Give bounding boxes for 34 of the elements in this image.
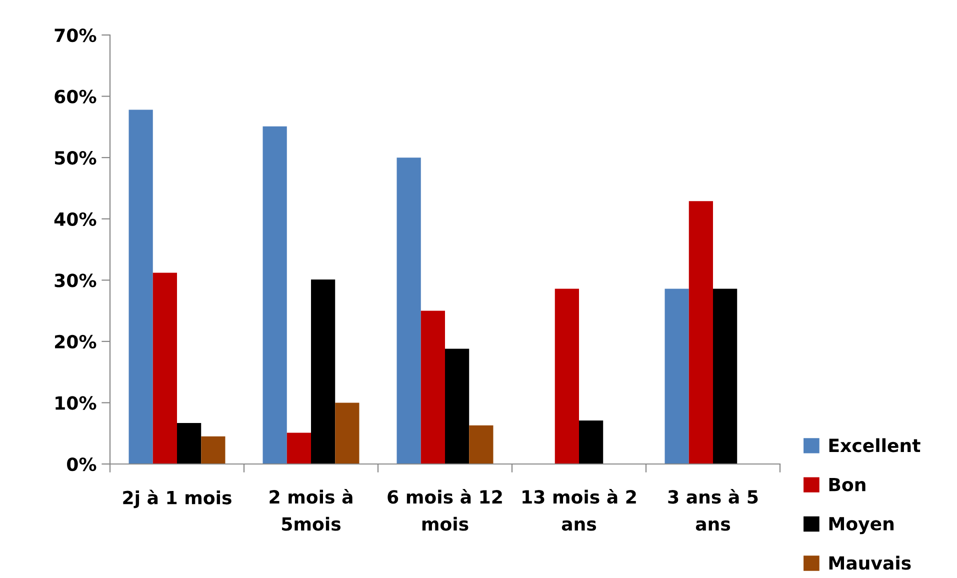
bar [579,420,604,464]
y-tick-label: 50% [54,151,96,165]
bar [177,422,202,464]
x-tick-label: 2j à 1 mois [123,490,232,508]
y-tick-label: 60% [54,90,96,104]
x-tick-label: 13 mois à 2 ans [522,489,636,531]
bar [713,288,738,464]
bar [201,436,226,464]
bar [128,110,153,464]
bar [445,348,470,464]
y-tick-label: 40% [54,212,96,226]
x-tick-label: 2 mois à 5mois [270,489,352,531]
y-tick-label: 10% [56,396,96,410]
bar [664,288,689,464]
y-tick-label: 30% [54,274,96,288]
y-tick-label: 20% [55,334,96,349]
bar [688,201,713,464]
x-tick-label: 3 ans à 5 ans [668,489,758,531]
bar [396,158,421,464]
bar [152,272,177,464]
legend-label: Excellent [829,438,920,452]
legend-label: Moyen [829,517,894,534]
bar [469,425,494,464]
x-tick-label: 6 mois à 12 mois [388,489,502,531]
bar [311,280,336,464]
bar [554,288,579,464]
y-tick-label: 70% [54,28,96,42]
bar [420,310,445,464]
legend-label: Bon [829,478,866,492]
bar [262,126,287,464]
y-tick-label: 0% [67,457,96,472]
legend-label: Mauvais [829,556,911,570]
bar [286,432,311,464]
bar [335,402,360,464]
